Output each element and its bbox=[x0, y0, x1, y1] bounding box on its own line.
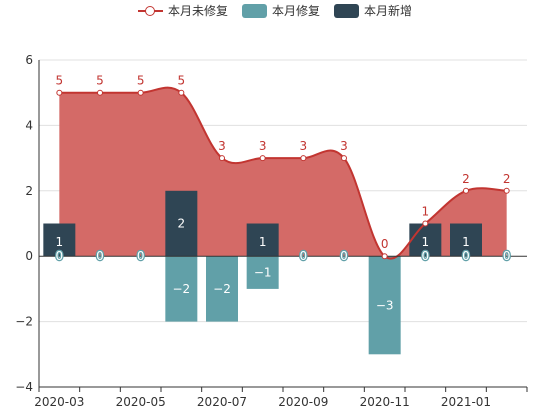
unrepaired-label: 0 bbox=[381, 237, 389, 251]
unrepaired-label: 5 bbox=[96, 74, 104, 88]
added-bar bbox=[409, 223, 442, 257]
unrepaired-point bbox=[422, 220, 429, 227]
unrepaired-point bbox=[381, 253, 388, 260]
repaired-label: 0 bbox=[96, 249, 104, 263]
legend: 本月未修复 本月修复 本月新增 bbox=[0, 2, 550, 19]
x-tick-label: 2021-01 bbox=[441, 395, 491, 409]
unrepaired-point bbox=[300, 155, 307, 162]
added-label: 1 bbox=[56, 235, 64, 249]
unrepaired-label: 5 bbox=[178, 74, 186, 88]
x-tick-label: 2020-03 bbox=[34, 395, 84, 409]
repaired-bar bbox=[165, 256, 198, 322]
x-tick-label: 2020-11 bbox=[360, 395, 410, 409]
unrepaired-label: 2 bbox=[462, 172, 470, 186]
unrepaired-label: 1 bbox=[422, 205, 430, 219]
repaired-label: 0 bbox=[462, 249, 470, 263]
unrepaired-point bbox=[137, 89, 144, 96]
repaired-bar bbox=[206, 256, 238, 322]
unrepaired-label: 2 bbox=[503, 172, 511, 186]
unrepaired-point bbox=[97, 89, 103, 96]
unrepaired-label: 3 bbox=[300, 139, 308, 153]
repaired-label: 0 bbox=[503, 249, 511, 263]
y-tick-label: −2 bbox=[15, 315, 33, 329]
x-tick-label: 2020-09 bbox=[278, 395, 328, 409]
y-tick-label: −4 bbox=[15, 380, 33, 394]
added-bar bbox=[165, 190, 198, 257]
legend-line-symbol bbox=[137, 4, 163, 18]
repaired-label: −2 bbox=[172, 282, 190, 296]
unrepaired-label: 3 bbox=[340, 139, 348, 153]
unrepaired-point bbox=[219, 155, 225, 162]
added-bar bbox=[450, 223, 482, 257]
unrepaired-point bbox=[56, 89, 63, 96]
added-bar bbox=[43, 223, 76, 257]
y-tick-label: 4 bbox=[25, 118, 33, 132]
repaired-label: 0 bbox=[56, 249, 64, 263]
repaired-bar bbox=[246, 256, 279, 289]
legend-item-repaired[interactable]: 本月修复 bbox=[241, 2, 320, 19]
unrepaired-label: 5 bbox=[56, 74, 64, 88]
added-bar bbox=[246, 223, 279, 257]
added-label: 1 bbox=[259, 235, 267, 249]
unrepaired-label: 3 bbox=[218, 139, 226, 153]
legend-label-unrepaired: 本月未修复 bbox=[167, 4, 228, 18]
unrepaired-point bbox=[503, 187, 510, 194]
repaired-bar bbox=[368, 256, 401, 355]
unrepaired-point bbox=[178, 89, 185, 96]
legend-item-unrepaired[interactable]: 本月未修复 bbox=[137, 2, 228, 19]
added-label: 1 bbox=[462, 235, 470, 249]
unrepaired-label: 5 bbox=[137, 74, 145, 88]
unrepaired-point bbox=[341, 155, 347, 162]
added-label: 1 bbox=[422, 235, 430, 249]
legend-swatch-repaired bbox=[241, 3, 267, 18]
y-tick-label: 6 bbox=[25, 53, 33, 67]
repaired-label: −1 bbox=[254, 266, 272, 280]
y-tick-label: 0 bbox=[25, 249, 33, 263]
x-tick-label: 2020-05 bbox=[116, 395, 166, 409]
y-tick-label: 2 bbox=[25, 184, 33, 198]
unrepaired-point bbox=[259, 155, 266, 162]
repaired-label: 0 bbox=[137, 249, 145, 263]
unrepaired-label: 3 bbox=[259, 139, 267, 153]
repaired-label: 0 bbox=[340, 249, 348, 263]
legend-swatch-added bbox=[334, 3, 359, 18]
legend-label-added: 本月新增 bbox=[364, 4, 413, 18]
unrepaired-point bbox=[463, 187, 469, 194]
repaired-label: 0 bbox=[422, 249, 430, 263]
added-label: 2 bbox=[178, 217, 186, 231]
repaired-label: −3 bbox=[376, 298, 394, 312]
legend-label-repaired: 本月修复 bbox=[271, 4, 320, 18]
repaired-label: −2 bbox=[213, 282, 231, 296]
legend-item-added[interactable]: 本月新增 bbox=[334, 2, 412, 19]
x-tick-label: 2020-07 bbox=[197, 395, 247, 409]
repaired-label: 0 bbox=[300, 249, 308, 263]
